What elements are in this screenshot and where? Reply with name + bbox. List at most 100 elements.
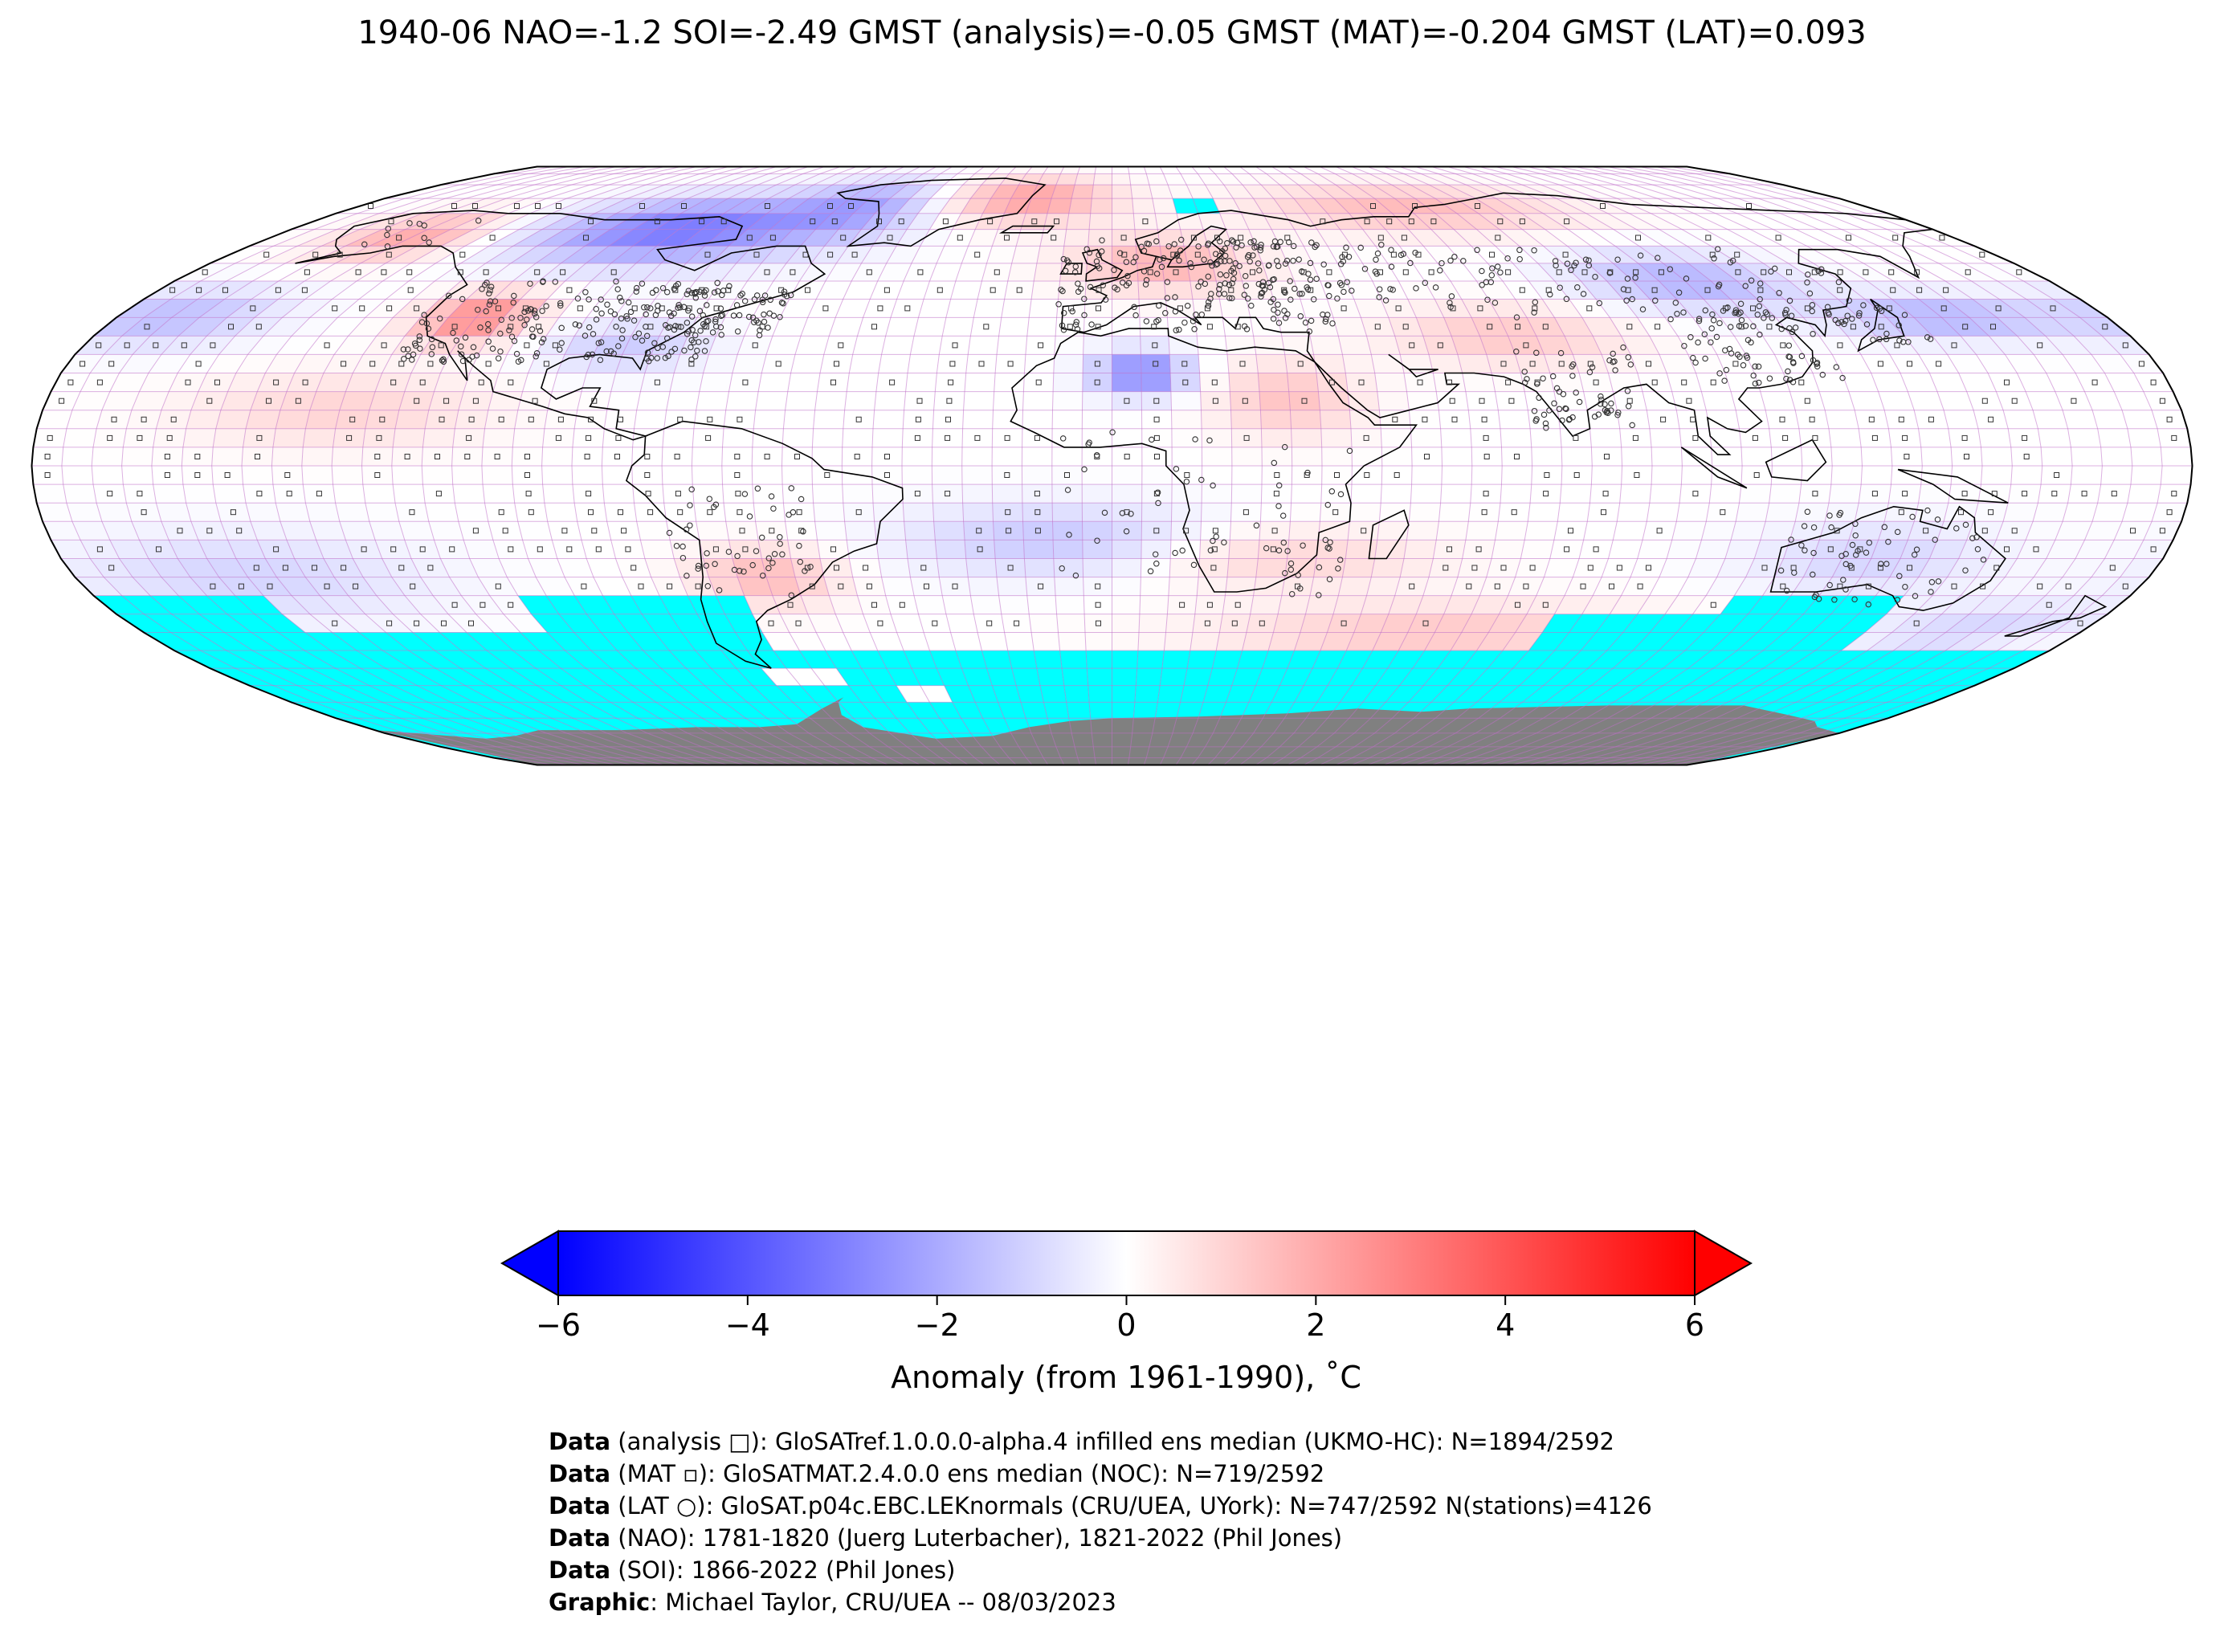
grid-cell [820,166,857,174]
grid-box-marker [419,546,426,553]
grid-cell [1789,391,1826,410]
grid-cell [881,577,914,596]
grid-cell [1082,391,1112,410]
grid-cell [891,299,924,318]
grid-box-marker [983,324,990,330]
grid-cell [1920,466,1953,485]
grid-box-marker [141,416,147,422]
grid-cell [1838,263,1894,281]
grid-cell [123,428,157,447]
station-marker [1098,248,1105,255]
grid-box-marker [805,287,810,293]
grid-cell [1651,466,1683,485]
grid-cell [1961,577,2006,596]
grid-cell [811,447,843,466]
grid-cell [1573,558,1609,577]
grid-box-marker [2004,546,2010,553]
station-marker [1275,547,1283,554]
station-marker [1111,267,1117,273]
grid-box-marker [1529,565,1536,571]
grid-box-marker [810,218,816,225]
station-marker [1804,279,1810,286]
grid-cell [587,702,638,719]
grid-cell [1659,632,1704,651]
station-marker [1376,294,1382,300]
grid-cell [631,466,663,485]
grid-box-marker [994,269,1000,275]
grid-cell [888,173,924,186]
station-marker [1255,280,1263,288]
grid-cell [1838,614,1887,633]
grid-cell [360,246,418,263]
grid-cell [1171,484,1202,504]
station-marker [1896,573,1903,580]
grid-cell [1231,484,1262,504]
grid-cell [643,651,687,669]
grid-cell [75,336,122,355]
grid-cell [393,299,440,318]
station-marker [1624,275,1631,282]
grid-box-marker [137,491,143,497]
station-marker [1905,339,1912,345]
grid-cell [1515,354,1550,373]
grid-box-marker [840,235,847,241]
grid-cell [701,213,746,230]
grid-cell [1207,668,1238,686]
grid-cell [1884,503,1919,522]
grid-cell [1248,685,1280,703]
grid-cell [1736,632,1785,651]
grid-cell [1871,540,1908,559]
station-marker [1591,414,1598,420]
grid-box-marker [1710,379,1716,385]
station-marker [653,287,659,294]
grid-box-marker [1523,583,1529,589]
grid-cell [1461,299,1500,318]
grid-cell [1451,280,1489,300]
grid-box-marker [769,235,776,241]
station-marker [1852,520,1859,528]
station-marker [1748,277,1755,284]
grid-cell [1495,246,1538,263]
grid-cell [1161,651,1190,669]
grid-cell [1082,373,1112,392]
grid-cell [1112,503,1142,522]
grid-cell [721,466,753,485]
grid-cell [872,428,904,447]
grid-box-marker [1646,361,1651,367]
station-marker [717,324,724,331]
grid-box-marker [332,305,338,312]
grid-box-marker [374,472,381,478]
grid-box-marker [2102,324,2108,330]
grid-cell [886,246,920,263]
grid-cell [1475,198,1522,214]
grid-cell [116,614,171,633]
grid-cell [1771,447,1802,466]
grid-cell [942,595,974,614]
grid-cell [1001,299,1032,318]
grid-cell [305,632,357,651]
grid-cell [1203,685,1232,703]
station-marker [1284,548,1291,554]
grid-box-marker [1494,583,1500,589]
grid-box-marker [1341,305,1347,312]
grid-cell [1089,213,1112,230]
grid-cell [1300,173,1336,186]
grid-cell [1230,503,1262,522]
grid-cell [1327,614,1361,633]
grid-box-marker [1377,235,1384,241]
grid-cell [488,521,523,540]
grid-box-marker [96,379,103,385]
grid-cell [169,540,207,559]
grid-cell [1909,229,1975,247]
station-marker [479,286,485,292]
grid-cell [602,447,633,466]
station-marker [1109,429,1116,436]
station-marker [1349,288,1355,294]
station-marker [1063,257,1071,264]
colorbar-extend-max [1694,1230,1753,1297]
credit-label: Data [549,1524,611,1552]
grid-cell [659,198,708,214]
grid-cell [1228,540,1259,559]
grid-box-marker [1096,305,1101,312]
grid-cell [582,540,616,559]
